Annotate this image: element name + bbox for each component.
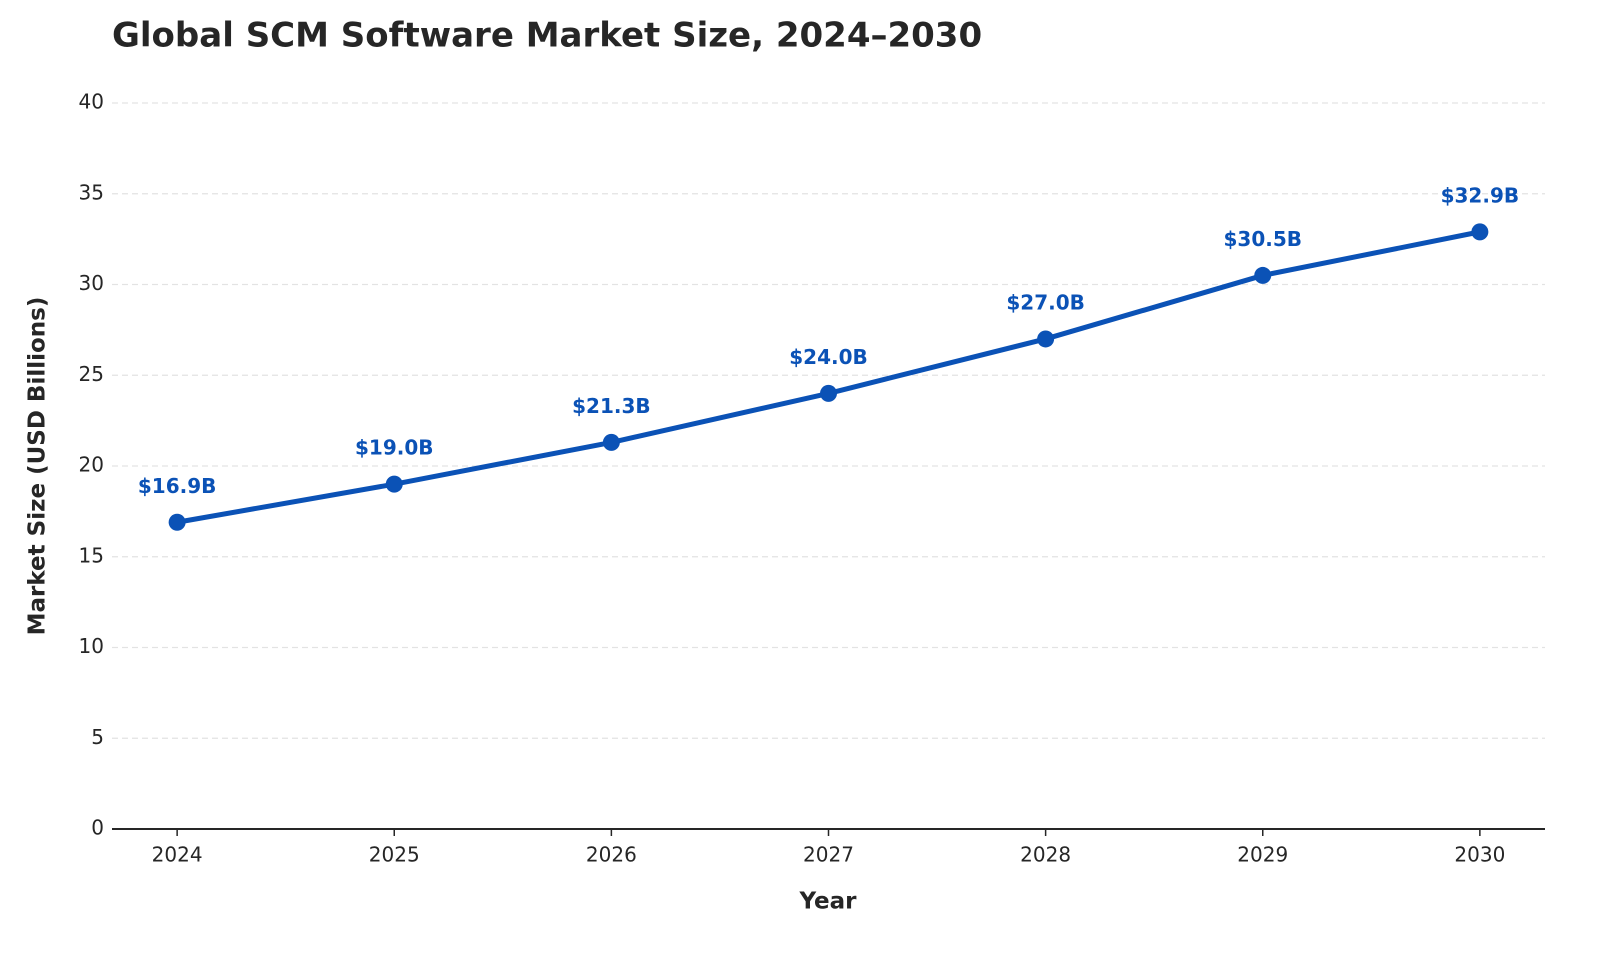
data-label: $24.0B — [789, 345, 868, 369]
x-tick-label: 2030 — [1454, 843, 1505, 867]
data-label: $21.3B — [572, 394, 651, 418]
data-label: $19.0B — [355, 436, 434, 460]
y-tick-label: 0 — [91, 816, 104, 840]
x-tick-label: 2028 — [1020, 843, 1071, 867]
data-label: $32.9B — [1441, 183, 1520, 207]
y-tick-label: 25 — [79, 362, 104, 386]
y-axis-label: Market Size (USD Billions) — [25, 297, 51, 636]
point — [168, 513, 186, 531]
x-tick-label: 2029 — [1237, 843, 1288, 867]
y-tick-label: 15 — [79, 543, 104, 567]
line — [176, 229, 1481, 525]
y-tick-label: 20 — [79, 453, 104, 477]
y-tick-label: 10 — [79, 634, 104, 658]
y-tick-label: 35 — [79, 180, 104, 204]
data-label: $27.0B — [1006, 290, 1085, 314]
data-label: $30.5B — [1223, 227, 1302, 251]
point — [1037, 330, 1055, 348]
x-axis-label: Year — [798, 889, 857, 915]
y-tick-label: 40 — [79, 90, 104, 114]
point — [602, 433, 620, 451]
chart-title: Global SCM Software Market Size, 2024–20… — [112, 16, 982, 56]
point — [820, 384, 837, 402]
data-label: $16.9B — [138, 474, 217, 498]
x-tick-label: 2027 — [803, 843, 854, 867]
y-tick-label: 30 — [79, 271, 104, 295]
x-tick-label: 2024 — [152, 843, 203, 867]
point — [1254, 266, 1272, 284]
x-tick-label: 2026 — [586, 843, 637, 867]
point — [385, 475, 403, 493]
y-tick-label: 5 — [91, 725, 104, 749]
x-tick-label: 2025 — [369, 843, 420, 867]
point — [1471, 223, 1489, 241]
